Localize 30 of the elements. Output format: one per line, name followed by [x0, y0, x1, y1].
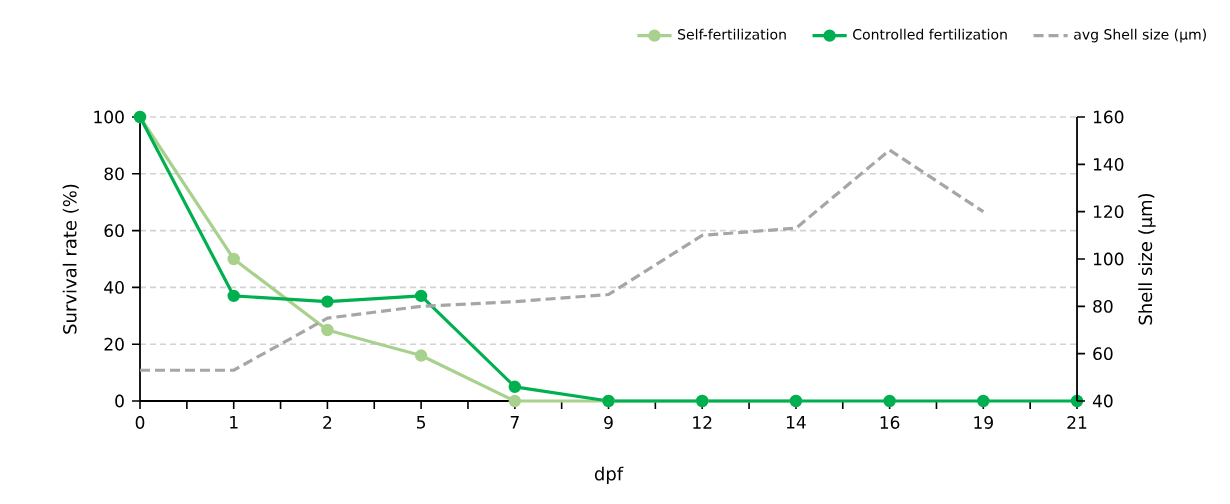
x-axis-title: dpf — [594, 466, 624, 485]
y-tick-label: 80 — [104, 167, 124, 181]
y2-tick-label: 120 — [1093, 205, 1124, 219]
y-tick-label: 20 — [104, 337, 124, 351]
x-tick-label: 2 — [323, 416, 332, 429]
x-tick-label: 5 — [417, 416, 426, 429]
y2-tick-label: 80 — [1093, 299, 1113, 313]
y2-axis-title: Shell size (µm) — [1138, 193, 1156, 325]
y2-tick-label: 140 — [1093, 157, 1124, 171]
legend-label: avg Shell size (µm) — [1074, 28, 1206, 43]
y2-tick-label: 160 — [1093, 110, 1124, 124]
x-tick-label: 7 — [510, 416, 519, 429]
x-tick-label: 21 — [1067, 416, 1087, 429]
x-tick-label: 19 — [974, 416, 993, 429]
legend-label: Self-fertilization — [678, 28, 786, 40]
y-axis-title: Survival rate (%) — [62, 184, 79, 334]
y2-tick-label: 60 — [1093, 347, 1113, 361]
y-tick-label: 0 — [115, 394, 124, 408]
y-tick-label: 60 — [104, 224, 124, 238]
y-tick-label: 40 — [104, 280, 124, 294]
x-tick-label: 9 — [604, 416, 613, 429]
y2-tick-label: 100 — [1093, 252, 1124, 266]
x-tick-label: 12 — [693, 416, 712, 429]
y-tick-label: 100 — [94, 110, 124, 124]
x-tick-label: 0 — [135, 416, 145, 429]
legend-label: Controlled fertilization — [853, 28, 1007, 40]
x-tick-label: 14 — [786, 416, 806, 429]
y2-tick-label: 40 — [1092, 394, 1113, 408]
x-tick-label: 16 — [880, 416, 900, 429]
x-tick-label: 1 — [230, 416, 238, 429]
